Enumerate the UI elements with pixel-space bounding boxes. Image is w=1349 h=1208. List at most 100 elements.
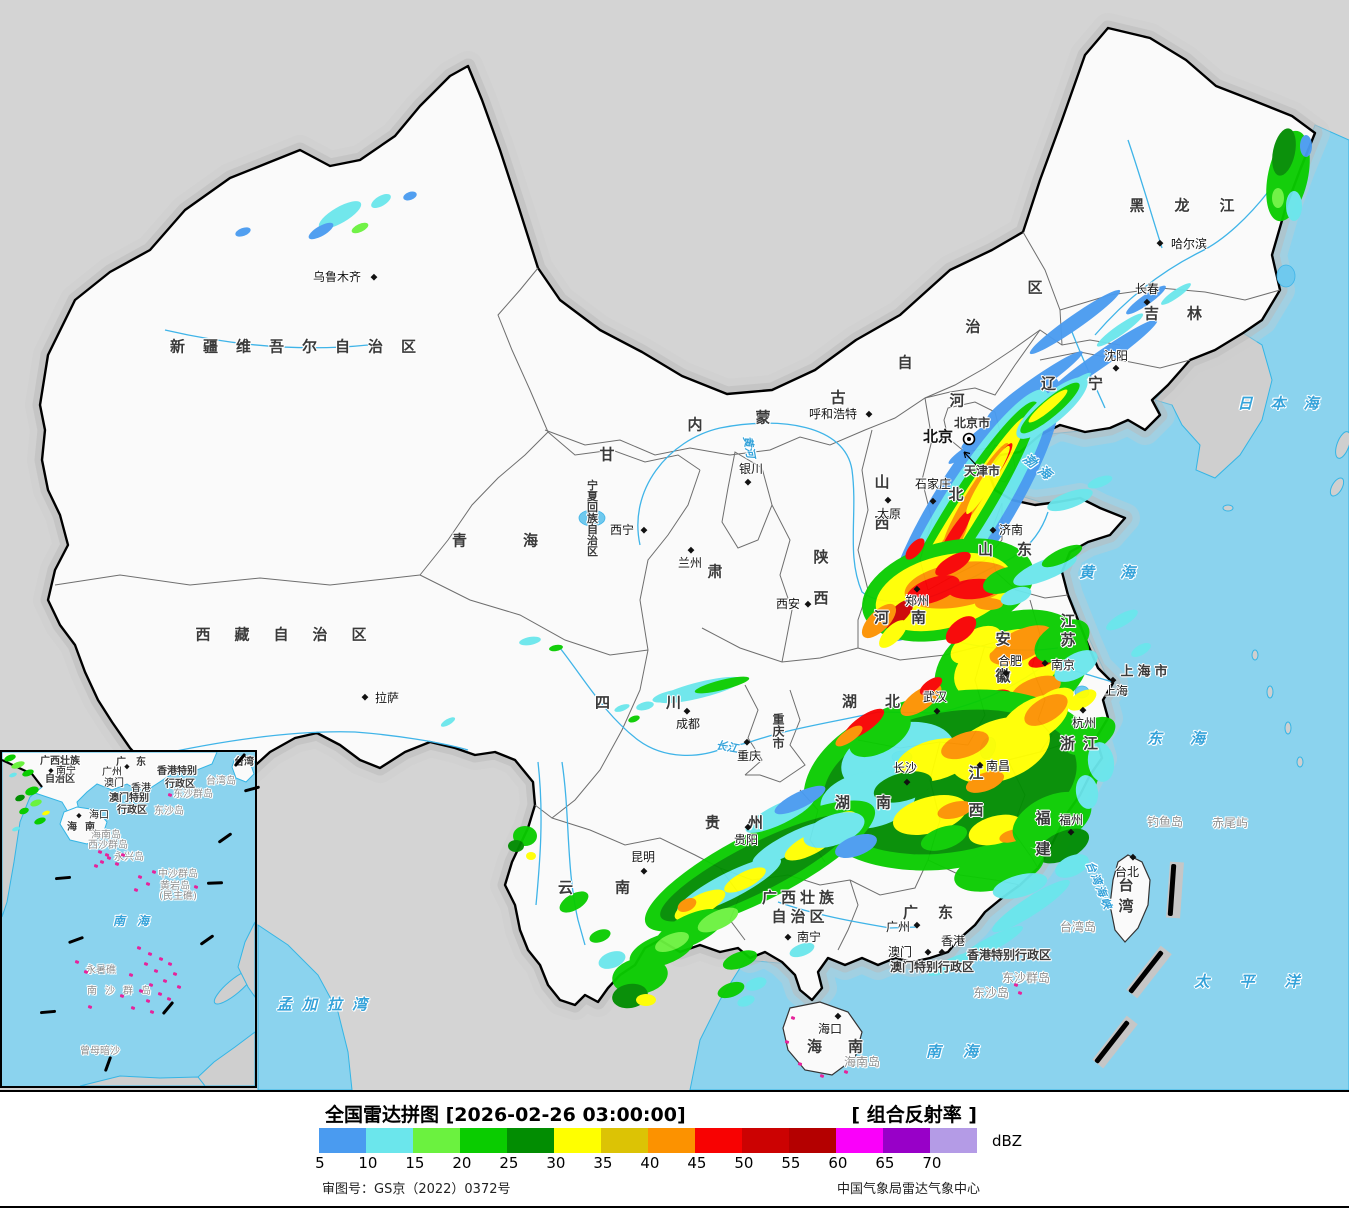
legend-tick: 35 — [593, 1154, 613, 1172]
map-approval-number: 审图号：GS京（2022）0372号 — [322, 1182, 511, 1197]
radar-echo — [835, 833, 877, 859]
radar-echo — [674, 889, 726, 921]
legend-panel: 全国雷达拼图 [2026-02-26 03:00:00] [ 组合反射率 ] 5… — [0, 1092, 1349, 1206]
china-islands — [782, 854, 1151, 1076]
radar-echo — [884, 599, 914, 629]
legend-swatch-55 — [789, 1128, 836, 1153]
legend-swatch-30 — [554, 1128, 601, 1153]
legend-swatch-15 — [413, 1128, 460, 1153]
legend-tick: 40 — [640, 1154, 660, 1172]
map-geometry — [32, 20, 1349, 1090]
radar-echo — [25, 786, 39, 796]
radar-echo — [1067, 689, 1097, 711]
radar-echo — [941, 730, 989, 760]
radar-echo — [4, 754, 16, 762]
radar-echo — [983, 566, 1029, 594]
radar-echo — [697, 907, 739, 933]
radar-echo — [906, 575, 960, 605]
radar-echo — [34, 817, 46, 825]
legend-swatch-5 — [319, 1128, 366, 1153]
radar-echo — [975, 598, 1003, 610]
map-title: 全国雷达拼图 [2026-02-26 03:00:00] — [325, 1104, 686, 1126]
radar-echo — [774, 785, 826, 815]
legend-tick: 10 — [358, 1154, 378, 1172]
radar-echo — [1047, 488, 1093, 512]
legend-swatch-35 — [601, 1128, 648, 1153]
reflectivity-color-scale — [319, 1128, 977, 1153]
japan-ryukyu-islands — [1222, 431, 1349, 768]
china-radar-map: 黑龙江 吉林 辽宁 新疆维吾尔自治区 西藏自治区 青海甘肃内蒙古自治区宁夏回族自治区 陕西山… — [0, 0, 1349, 1092]
radar-echo — [835, 725, 863, 747]
radar-echo — [1286, 191, 1302, 221]
radar-echo — [1034, 619, 1090, 663]
radar-echo — [636, 994, 656, 1006]
radar-echo — [15, 794, 25, 802]
radar-echo — [905, 538, 925, 560]
legend-swatch-45 — [695, 1128, 742, 1153]
inset-malaysia — [79, 1075, 206, 1086]
radar-echo — [403, 191, 417, 201]
radar-echo — [989, 625, 1053, 665]
radar-echo — [235, 227, 251, 237]
tianjin-leader-arrow — [963, 451, 979, 468]
radar-echo — [1300, 135, 1312, 157]
radar-echo — [879, 620, 907, 648]
radar-echo — [598, 951, 626, 969]
radar-echo — [1054, 650, 1098, 682]
inset-hainan — [59, 806, 108, 845]
radar-echo — [992, 873, 1048, 899]
inset-borneo — [197, 1031, 255, 1086]
radar-echo — [19, 807, 29, 815]
legend-swatch-50 — [742, 1128, 789, 1153]
radar-echo — [318, 201, 362, 229]
radar-echo — [42, 810, 50, 816]
radar-echo — [508, 840, 524, 852]
radar-echo — [1096, 313, 1144, 347]
radar-echo — [549, 644, 563, 652]
product-type-label: [ 组合反射率 ] — [851, 1104, 977, 1126]
radar-echo — [789, 942, 815, 958]
radar-echo — [1161, 283, 1191, 305]
inset-vietnam-border — [2, 759, 43, 788]
radar-echo — [1000, 586, 1032, 606]
radar-echo — [717, 981, 745, 999]
radar-echo — [1041, 544, 1083, 568]
radar-echo — [1106, 609, 1138, 631]
legend-tick: 25 — [499, 1154, 519, 1172]
radar-echo — [22, 769, 34, 777]
radar-echo — [636, 701, 654, 711]
radar-echo — [966, 445, 1010, 515]
legend-swatch-60 — [836, 1128, 883, 1153]
radar-echo — [861, 603, 897, 639]
radar-echo — [614, 704, 630, 712]
radar-echo — [1075, 775, 1099, 809]
radar-echo — [628, 715, 640, 723]
radar-echo — [873, 771, 933, 803]
radar-echo — [1087, 475, 1113, 489]
inset-geometry — [2, 752, 255, 1086]
radar-echo — [724, 867, 766, 893]
radar-echo — [1024, 694, 1068, 726]
radar-echo — [928, 952, 976, 976]
inset-radar-layer — [4, 754, 50, 832]
legend-swatch-10 — [366, 1128, 413, 1153]
radar-echo — [351, 222, 369, 234]
radar-echo — [677, 897, 697, 913]
radar-echo — [694, 676, 750, 694]
radar-echo — [519, 636, 541, 646]
radar-echo — [1029, 289, 1121, 355]
radar-echo — [1131, 643, 1151, 657]
radar-echo — [11, 761, 25, 769]
radar-echo — [655, 931, 689, 953]
radar-echo — [30, 799, 42, 807]
radar-echo — [371, 194, 391, 208]
radar-echo — [1055, 854, 1089, 878]
radar-echo — [9, 772, 17, 778]
radar-echo — [992, 879, 1070, 933]
issuing-agency: 中国气象局雷达气象中心 — [836, 1182, 980, 1197]
legend-swatch-40 — [648, 1128, 695, 1153]
legend-tick: 20 — [452, 1154, 472, 1172]
radar-echo — [308, 222, 334, 240]
radar-echo — [652, 689, 688, 703]
legend-tick: 65 — [875, 1154, 895, 1172]
